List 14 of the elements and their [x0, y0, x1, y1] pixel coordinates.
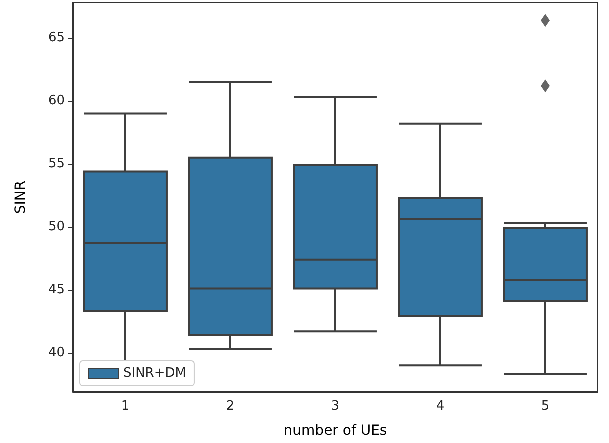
y-tick-label: 55 [48, 156, 65, 172]
y-tick-label: 50 [48, 220, 65, 235]
y-tick-label: 40 [48, 345, 65, 360]
x-tick-label: 1 [121, 399, 130, 414]
x-tick-label: 2 [226, 399, 235, 414]
x-tick-label: 5 [541, 399, 550, 414]
y-tick-label: 60 [48, 94, 65, 109]
legend-label: SINR+DM [124, 366, 186, 381]
x-tick-label: 4 [436, 399, 445, 414]
y-axis-title: SINR [13, 180, 29, 214]
y-tick-label: 65 [48, 30, 65, 46]
y-tick-label: 45 [48, 282, 65, 298]
x-axis-title: number of UEs [284, 423, 388, 439]
x-tick-label: 3 [331, 399, 340, 414]
